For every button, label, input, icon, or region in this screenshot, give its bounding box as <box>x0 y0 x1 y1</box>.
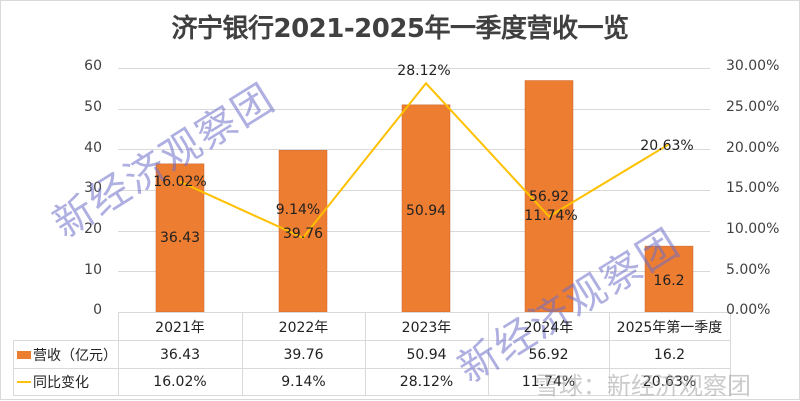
bar-label-2024: 56.92 <box>528 189 570 205</box>
line-label-2024: 11.74% <box>524 208 578 224</box>
right-axis-tick-25: 25.00% <box>726 99 780 115</box>
yoy-line <box>179 81 670 239</box>
bar-label-2023: 50.94 <box>405 203 447 219</box>
left-axis-tick-40: 40 <box>84 140 102 156</box>
table-header-2024: 2024年 <box>523 319 574 336</box>
table-cell-yoy-2023: 28.12% <box>399 374 454 390</box>
table-header-2025q1: 2025年第一季度 <box>616 319 723 336</box>
line-label-2022: 9.14% <box>275 202 321 218</box>
chart-title: 济宁银行2021-2025年一季度营收一览 <box>171 14 629 44</box>
right-axis-tick-30: 30.00% <box>726 58 780 74</box>
data-table-grid <box>13 312 731 396</box>
bar-label-2022: 39.76 <box>282 226 324 242</box>
left-axis-tick-0: 0 <box>93 302 102 318</box>
right-axis-tick-15: 15.00% <box>726 180 780 196</box>
right-axis-tick-10: 10.00% <box>726 221 780 237</box>
table-cell-yoy-2024: 11.74% <box>521 374 576 390</box>
right-axis-tick-5: 5.00% <box>726 262 771 278</box>
line-label-2023: 28.12% <box>397 63 451 79</box>
left-axis-tick-10: 10 <box>84 262 102 278</box>
left-axis-tick-20: 20 <box>84 221 102 237</box>
legend-yoy-label: 同比变化 <box>33 375 89 391</box>
right-axis-tick-20: 20.00% <box>726 140 780 156</box>
table-cell-revenue-2025q1: 16.2 <box>653 346 686 363</box>
line-label-2025q1: 20.63% <box>640 138 694 154</box>
table-header-2023: 2023年 <box>401 319 452 336</box>
left-axis-tick-50: 50 <box>84 99 102 115</box>
table-cell-revenue-2021: 36.43 <box>159 346 201 363</box>
left-axis-tick-30: 30 <box>84 180 102 196</box>
table-cell-revenue-2024: 56.92 <box>528 346 569 363</box>
legend-revenue: 营收（亿元） <box>13 341 118 368</box>
line-swatch-icon <box>17 381 31 383</box>
table-cell-revenue-2022: 39.76 <box>283 346 324 363</box>
legend-revenue-label: 营收（亿元） <box>33 347 117 364</box>
table-cell-yoy-2022: 9.14% <box>281 374 326 390</box>
table-cell-yoy-2021: 16.02% <box>153 374 207 390</box>
line-label-2021: 16.02% <box>153 174 207 190</box>
footer-watermark: 雪球：新经济观察团 <box>535 372 751 400</box>
legend-yoy: 同比变化 <box>13 369 118 395</box>
table-cell-yoy-2025q1: 20.63% <box>642 374 697 390</box>
revenue-bar <box>644 245 694 313</box>
table-header-2021: 2021年 <box>155 319 205 336</box>
left-axis-tick-60: 60 <box>84 58 102 74</box>
table-header-2022: 2022年 <box>278 319 329 336</box>
bar-label-2025q1: 16.2 <box>653 273 685 289</box>
table-cell-revenue-2023: 50.94 <box>406 346 447 363</box>
bar-label-2021: 36.43 <box>159 230 201 246</box>
bar-swatch-icon <box>17 350 31 359</box>
right-axis-tick-0: 0.00% <box>726 302 771 318</box>
